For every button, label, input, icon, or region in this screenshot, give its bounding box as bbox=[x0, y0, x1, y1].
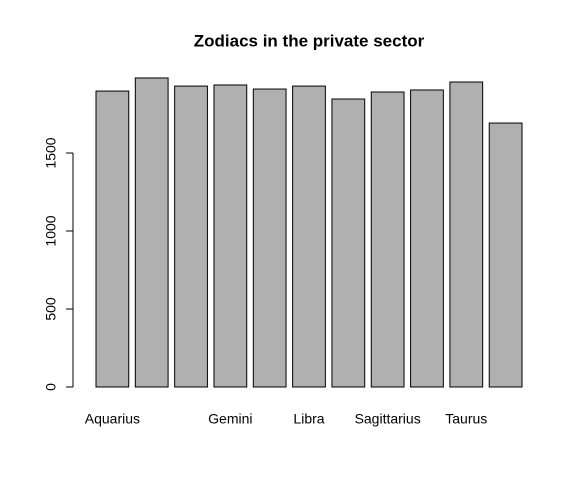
x-tick-label: Taurus bbox=[445, 411, 487, 427]
bar bbox=[213, 84, 248, 388]
x-tick-label: Libra bbox=[293, 411, 324, 427]
bar bbox=[449, 81, 484, 388]
x-tick-label: Gemini bbox=[208, 411, 252, 427]
x-tick-label: Aquarius bbox=[85, 411, 140, 427]
y-tick-label: 1500 bbox=[43, 137, 59, 168]
x-tick-label: Sagittarius bbox=[355, 411, 421, 427]
bar bbox=[174, 85, 208, 388]
bar bbox=[292, 85, 326, 388]
y-tick-label: 500 bbox=[43, 297, 59, 321]
bar bbox=[95, 90, 130, 388]
bar bbox=[252, 88, 287, 388]
bar bbox=[410, 89, 444, 388]
bar bbox=[370, 91, 405, 388]
y-tick-label: 0 bbox=[43, 383, 59, 391]
chart-title: Zodiacs in the private sector bbox=[194, 31, 425, 50]
bar bbox=[134, 77, 169, 388]
bar bbox=[331, 98, 366, 388]
y-tick-label: 1000 bbox=[43, 215, 59, 246]
bar bbox=[488, 122, 523, 388]
